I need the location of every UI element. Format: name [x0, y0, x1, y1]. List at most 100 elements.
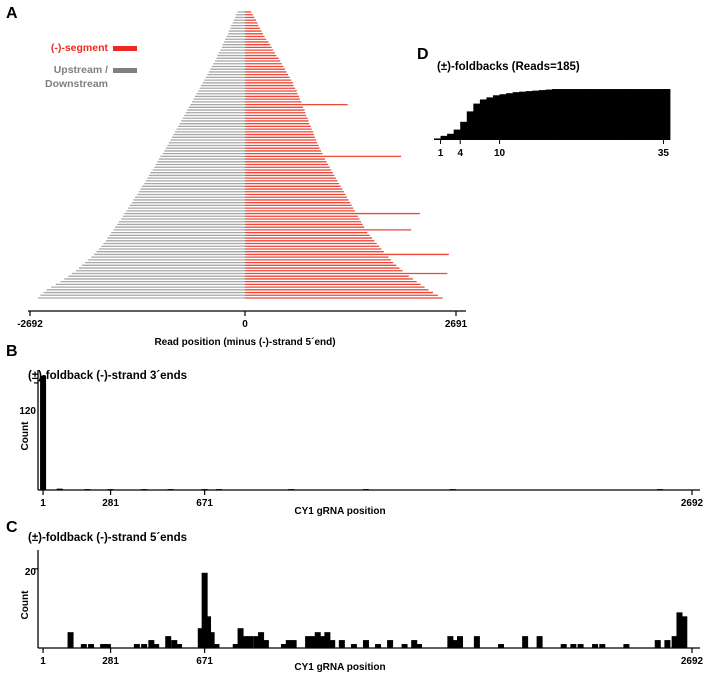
foldback-step-bar	[506, 93, 514, 140]
x-tick-label: 281	[102, 498, 119, 509]
histogram-bar	[452, 640, 459, 648]
x-tick-label: 1	[40, 498, 46, 509]
panel-d-title: (±)-foldbacks (Reads=185)	[437, 61, 580, 73]
histogram-bar	[201, 489, 208, 490]
histogram-bar	[350, 644, 357, 648]
histogram-bar	[473, 636, 480, 648]
histogram-bar	[104, 644, 111, 648]
histogram-bar	[375, 644, 382, 648]
histogram-bar	[285, 640, 292, 648]
histogram-bar	[498, 644, 505, 648]
legend-flank-swatch	[113, 68, 137, 73]
foldback-step-bar	[611, 89, 618, 140]
panel-c-ticks: 1 281 671 2692	[34, 568, 704, 667]
histogram-bar	[258, 632, 265, 648]
foldback-step-bar	[597, 89, 605, 140]
histogram-bar	[262, 640, 269, 648]
histogram-bar	[654, 640, 661, 648]
histogram-bar	[100, 644, 107, 648]
panel-a-tick-label-min: -2692	[17, 319, 43, 330]
panel-a-bars	[38, 11, 449, 299]
panel-a-x-label: Read position (minus (-)-strand 5´end)	[154, 337, 335, 348]
foldback-step-bar	[479, 99, 487, 140]
panel-b-y-tick-label: 120	[19, 406, 36, 417]
histogram-bar	[536, 636, 543, 648]
histogram-bar	[387, 640, 394, 648]
x-tick-label: 671	[196, 656, 213, 667]
panel-c-y-label: Count	[20, 590, 31, 620]
histogram-bar	[664, 640, 671, 648]
panel-a-legend: (-)-segment Upstream / Downstream	[45, 42, 137, 90]
panel-d-ticks: 1 4 10 35	[438, 140, 670, 159]
histogram-bar	[84, 489, 91, 490]
histogram-bar	[329, 640, 336, 648]
foldback-step-bar	[617, 89, 625, 140]
x-tick-label: 2692	[681, 498, 704, 509]
panel-label-a: A	[6, 5, 18, 22]
histogram-bar	[577, 644, 584, 648]
foldback-step-bar	[552, 89, 559, 140]
panel-c-bars	[67, 572, 688, 648]
histogram-bar	[208, 632, 215, 648]
histogram-bar	[338, 640, 345, 648]
panel-d-tick-label: 1	[438, 148, 444, 159]
foldback-step-bar	[565, 89, 573, 140]
histogram-bar	[599, 644, 606, 648]
histogram-bar	[447, 636, 454, 648]
foldback-step-bar	[473, 103, 481, 140]
histogram-bar	[247, 636, 254, 648]
histogram-bar	[681, 616, 688, 648]
panel-c-y-tick-label: 20	[25, 567, 37, 578]
x-tick-label: 671	[196, 498, 213, 509]
foldback-step-bar	[663, 89, 671, 140]
panel-b-x-label: CY1 gRNA position	[294, 506, 385, 517]
panel-b-bars	[40, 375, 664, 490]
histogram-bar	[107, 489, 114, 490]
foldback-step-bar	[447, 133, 455, 140]
foldback-step-bar	[630, 89, 638, 140]
foldback-step-bar	[460, 121, 468, 140]
foldback-step-bar	[466, 111, 474, 140]
panel-b-y-label: Count	[20, 421, 31, 451]
foldback-step-bar	[604, 89, 612, 140]
legend-flank-label-1: Upstream /	[54, 64, 108, 76]
x-tick-label: 2692	[681, 656, 704, 667]
panel-c-title: (±)-foldback (-)-strand 5´ends	[28, 532, 187, 544]
histogram-bar	[570, 644, 577, 648]
histogram-bar	[176, 644, 183, 648]
foldback-step-bar	[486, 97, 494, 140]
histogram-bar	[148, 640, 155, 648]
histogram-bar	[676, 612, 683, 648]
foldback-step-bar	[545, 89, 553, 140]
panel-d-area	[434, 89, 671, 140]
histogram-bar	[288, 489, 295, 490]
panel-d-tick-label: 35	[658, 148, 670, 159]
histogram-bar	[362, 489, 369, 490]
histogram-bar	[671, 636, 678, 648]
foldback-step-bar	[538, 90, 546, 140]
legend-segment-label: (-)-segment	[51, 42, 109, 54]
histogram-bar	[309, 636, 316, 648]
histogram-bar	[213, 644, 220, 648]
histogram-bar	[201, 572, 208, 648]
histogram-bar	[80, 644, 87, 648]
panel-b-ticks: 1 281 671 2692	[34, 382, 704, 509]
histogram-bar	[56, 488, 63, 490]
histogram-bar	[205, 616, 212, 648]
foldback-step-bar	[519, 91, 527, 140]
histogram-bar	[319, 636, 326, 648]
panel-label-c: C	[6, 519, 18, 536]
histogram-bar	[416, 644, 423, 648]
histogram-bar	[237, 628, 244, 648]
x-tick-label: 281	[102, 656, 119, 667]
foldback-step-bar	[578, 89, 586, 140]
histogram-bar	[133, 644, 140, 648]
histogram-bar	[623, 644, 630, 648]
histogram-bar	[167, 489, 174, 490]
foldback-step-bar	[532, 90, 540, 140]
histogram-bar	[141, 644, 148, 648]
histogram-bar	[401, 644, 408, 648]
foldback-step-bar	[650, 89, 658, 140]
panel-label-d: D	[417, 46, 429, 63]
